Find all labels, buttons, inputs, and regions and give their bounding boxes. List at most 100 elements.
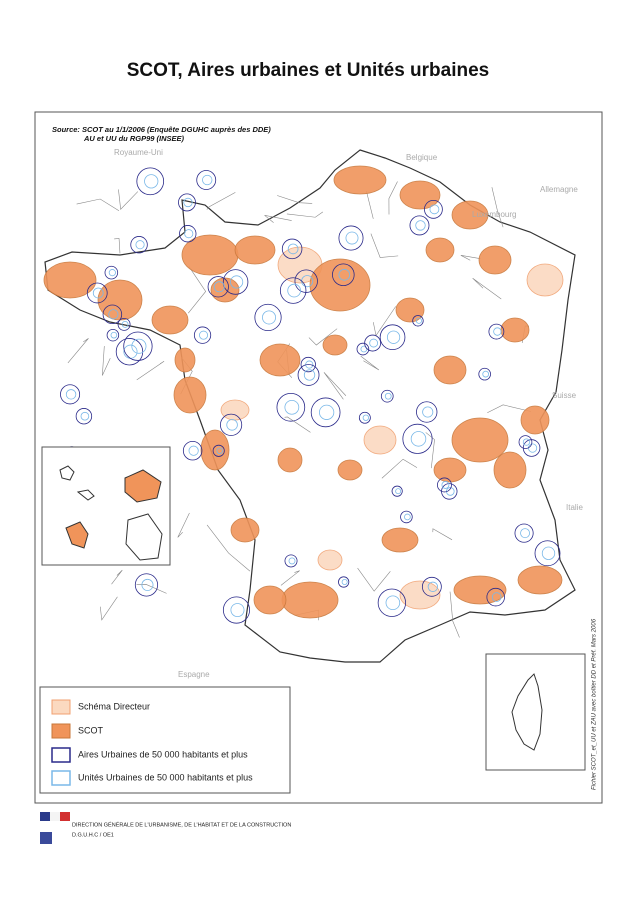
corsica — [511, 673, 543, 751]
aire-urbaine — [254, 303, 282, 332]
urban-zone — [43, 261, 97, 299]
unite-urbaine — [345, 231, 359, 245]
legend-box — [39, 686, 291, 794]
unite-urbaine — [213, 281, 225, 293]
unite-urbaine — [230, 603, 245, 618]
aire-urbaine — [279, 277, 307, 304]
aire-urbaine — [60, 384, 81, 405]
urban-zone — [337, 459, 363, 481]
admin-border — [136, 584, 167, 594]
aire-urbaine — [409, 215, 430, 236]
urban-zone — [433, 457, 467, 483]
aire-urbaine — [514, 523, 534, 543]
admin-border — [280, 570, 300, 586]
admin-border — [381, 458, 418, 479]
unite-urbaine — [184, 229, 194, 239]
flag-blue — [40, 812, 50, 821]
unite-urbaine — [385, 595, 401, 611]
unite-urbaine — [188, 445, 199, 456]
unite-urbaine — [395, 488, 402, 495]
admin-border — [388, 181, 398, 215]
unite-urbaine — [287, 283, 301, 298]
title: SCOT, Aires urbaines et Unités urbaines — [127, 60, 490, 81]
admin-border — [286, 211, 324, 218]
unite-urbaine — [183, 197, 193, 208]
aire-urbaine — [421, 576, 442, 597]
urban-zone — [493, 451, 527, 489]
aire-urbaine — [358, 411, 371, 424]
legend-label: Aires Urbaines de 50 000 habitants et pl… — [78, 749, 248, 759]
urban-zone — [322, 334, 348, 356]
urban-zone — [174, 347, 196, 373]
admin-border — [323, 372, 347, 400]
aire-urbaine — [412, 315, 424, 327]
unite-urbaine — [386, 330, 401, 344]
admin-border — [491, 187, 504, 228]
country-label: Italie — [566, 503, 583, 512]
admin-border — [487, 404, 532, 413]
aire-urbaine — [284, 554, 298, 568]
unite-urbaine — [131, 338, 147, 354]
aire-urbaine — [416, 401, 438, 423]
unite-urbaine — [341, 579, 348, 585]
aire-urbaine — [437, 477, 452, 493]
aire-urbaine — [424, 199, 443, 219]
aire-urbaine — [338, 576, 350, 588]
unite-urbaine — [199, 330, 209, 340]
urban-zone — [433, 355, 467, 385]
admin-border — [308, 328, 338, 346]
unite-urbaine — [287, 243, 299, 255]
unite-urbaine — [319, 404, 335, 420]
aire-urbaine — [104, 265, 119, 280]
admin-border — [206, 192, 236, 210]
unite-urbaine — [338, 268, 351, 281]
admin-border — [370, 233, 399, 258]
legend-swatch — [51, 770, 71, 786]
aire-urbaine — [178, 193, 196, 212]
urban-zone — [451, 200, 489, 230]
map-frame — [34, 111, 603, 804]
aire-urbaine — [207, 276, 229, 298]
urban-zone — [210, 277, 240, 303]
aire-urbaine — [130, 236, 148, 254]
unite-urbaine — [482, 370, 490, 378]
unite-urbaine — [288, 557, 296, 565]
aire-urbaine — [380, 389, 394, 403]
reunion — [124, 469, 162, 503]
urban-zone — [500, 317, 530, 343]
unite-urbaine — [415, 317, 422, 324]
aire-urbaine — [222, 596, 251, 624]
urban-zone — [220, 399, 250, 421]
aire-urbaine — [75, 408, 93, 425]
urban-zone — [478, 245, 512, 275]
source-line: Source: SCOT au 1/1/2006 (Enquête DGUHC … — [52, 125, 271, 134]
unite-urbaine — [202, 174, 213, 186]
admin-border — [76, 198, 120, 212]
aire-urbaine — [391, 485, 403, 497]
unite-urbaine — [384, 392, 392, 400]
admin-border — [67, 338, 89, 364]
admin-border — [357, 567, 391, 592]
martinique — [65, 521, 89, 549]
aire-urbaine — [338, 225, 364, 251]
unite-urbaine — [415, 220, 426, 231]
flag-white — [50, 812, 60, 821]
aire-urbaine — [222, 269, 249, 295]
unite-urbaine — [429, 204, 440, 215]
aire-urbaine — [179, 225, 197, 243]
aire-urbaine — [123, 331, 153, 361]
file-note: Fichier SCOT_et_UU et ZAU avec boîtier D… — [592, 618, 598, 790]
aire-urbaine — [182, 440, 203, 461]
aire-urbaine — [220, 413, 243, 436]
admin-border — [111, 569, 123, 585]
unite-urbaine — [369, 338, 379, 348]
aire-urbaine — [518, 435, 533, 449]
aire-urbaine — [117, 317, 131, 331]
unite-urbaine — [404, 513, 411, 521]
urban-zone — [453, 575, 507, 605]
urban-zone — [399, 180, 441, 210]
urban-zone — [517, 565, 563, 595]
france-map — [43, 149, 576, 663]
